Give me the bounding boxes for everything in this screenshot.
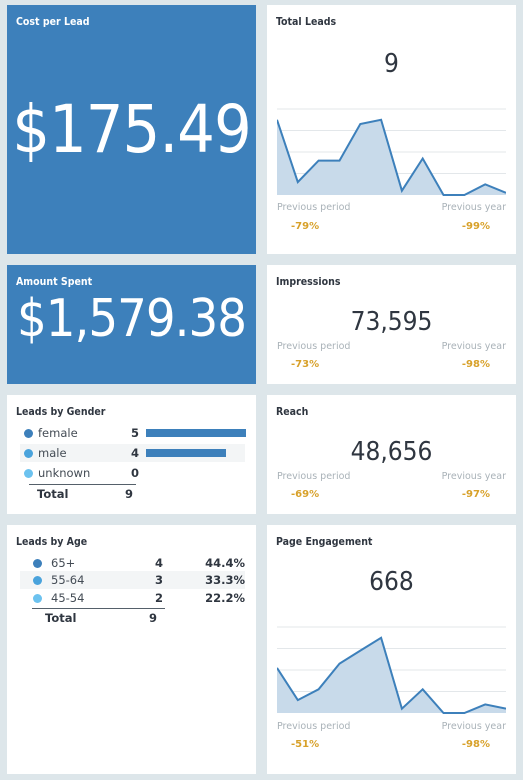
card-title: Impressions [276, 276, 341, 288]
total-leads-card: Total Leads 9 Previous period Previous y… [267, 5, 516, 254]
sparkline-line [277, 636, 506, 714]
previous-year-value: -98% [461, 359, 490, 370]
cost-per-lead-card: Cost per Lead $175.49 [7, 5, 256, 254]
row-label: unknown [38, 466, 91, 480]
list-item: female 5 [20, 424, 246, 442]
row-count: 3 [155, 573, 164, 587]
age-55-64-dot-icon [33, 576, 42, 585]
card-title: Amount Spent [16, 276, 93, 288]
previous-year-label: Previous year [441, 471, 506, 482]
card-title: Reach [276, 406, 309, 418]
sparkline-line [277, 118, 506, 196]
list-item: 45-54 2 22.2% [20, 589, 245, 607]
previous-period-value: -79% [291, 221, 320, 232]
row-label: 55-64 [51, 573, 85, 587]
male-dot-icon [24, 449, 33, 458]
amount-spent-card: Amount Spent $1,579.38 [7, 265, 256, 384]
row-percent: 22.2% [205, 591, 245, 605]
previous-year-label: Previous year [441, 341, 506, 352]
card-title: Total Leads [276, 16, 337, 28]
previous-year-value: -97% [461, 489, 490, 500]
row-count: 0 [131, 466, 140, 480]
row-count: 4 [131, 446, 140, 460]
previous-period-label: Previous period [277, 471, 351, 482]
card-title: Page Engagement [276, 536, 373, 548]
list-item: male 4 [20, 444, 245, 462]
row-count: 4 [155, 556, 164, 570]
row-count: 2 [155, 591, 164, 605]
unknown-dot-icon [24, 469, 33, 478]
previous-period-value: -73% [291, 359, 320, 370]
total-leads-value: 9 [384, 49, 399, 79]
total-value: 9 [125, 487, 134, 501]
total-value: 9 [149, 611, 158, 625]
leads-by-age-card: Leads by Age 65+ 4 44.4% 55-64 3 33.3% 4… [7, 525, 256, 774]
row-percent: 33.3% [205, 573, 245, 587]
age-45-54-dot-icon [33, 594, 42, 603]
row-label: male [38, 446, 67, 460]
page-engagement-value: 668 [369, 567, 414, 597]
row-label: 65+ [51, 556, 76, 570]
list-item: 55-64 3 33.3% [20, 571, 245, 589]
total-label: Total [45, 611, 77, 625]
previous-year-label: Previous year [441, 202, 506, 213]
age-65-dot-icon [33, 559, 42, 568]
previous-period-label: Previous period [277, 202, 351, 213]
previous-year-value: -99% [461, 221, 490, 232]
previous-period-label: Previous period [277, 341, 351, 352]
card-title: Leads by Age [16, 536, 88, 548]
cost-per-lead-value: $175.49 [12, 91, 251, 168]
impressions-card: Impressions 73,595 Previous period Previ… [267, 265, 516, 384]
page-engagement-card: Page Engagement 668 Previous period Prev… [267, 525, 516, 774]
row-bar [146, 449, 226, 457]
total-label: Total [37, 487, 69, 501]
total-divider [32, 608, 165, 609]
leads-by-gender-card: Leads by Gender female 5 male 4 unknown … [7, 395, 256, 514]
list-item: 65+ 4 44.4% [20, 554, 245, 572]
page-engagement-sparkline [277, 626, 506, 714]
row-label: 45-54 [51, 591, 85, 605]
previous-year-value: -98% [461, 739, 490, 750]
row-bar [146, 429, 246, 437]
amount-spent-value: $1,579.38 [16, 289, 247, 349]
row-percent: 44.4% [205, 556, 245, 570]
impressions-value: 73,595 [350, 307, 433, 337]
list-item: unknown 0 [20, 464, 245, 482]
total-leads-sparkline [277, 108, 506, 196]
card-title: Cost per Lead [16, 16, 90, 28]
previous-period-label: Previous period [277, 721, 351, 732]
total-divider [29, 484, 136, 485]
female-dot-icon [24, 429, 33, 438]
card-title: Leads by Gender [16, 406, 106, 418]
previous-period-value: -69% [291, 489, 320, 500]
row-count: 5 [131, 426, 140, 440]
reach-card: Reach 48,656 Previous period Previous ye… [267, 395, 516, 514]
row-label: female [38, 426, 78, 440]
reach-value: 48,656 [350, 437, 433, 467]
previous-period-value: -51% [291, 739, 320, 750]
previous-year-label: Previous year [441, 721, 506, 732]
